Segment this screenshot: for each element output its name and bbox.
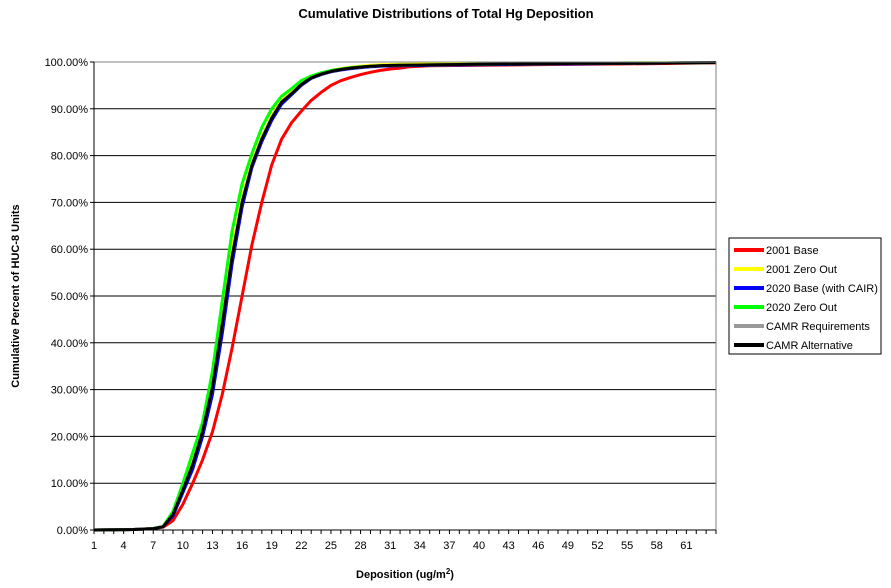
legend-label: 2001 Zero Out [766,264,837,276]
y-tick-label: 0.00% [57,525,88,537]
x-tick-label: 31 [384,540,396,552]
y-tick-label: 60.00% [51,244,89,256]
x-tick-label: 1 [91,540,97,552]
y-tick-label: 20.00% [51,431,89,443]
series-lines [93,61,717,532]
x-axis-title-end: ) [450,569,454,581]
x-tick-label: 19 [266,540,278,552]
y-tick-label: 10.00% [51,478,89,490]
x-tick-label: 43 [503,540,515,552]
x-tick-label: 4 [121,540,127,552]
legend-label: 2001 Base [766,245,819,257]
legend-label: 2020 Zero Out [766,302,837,314]
x-tick-label: 55 [621,540,633,552]
x-tick-label: 37 [443,540,455,552]
x-tick-label: 7 [150,540,156,552]
chart-title: Cumulative Distributions of Total Hg Dep… [298,6,593,21]
y-tick-label: 70.00% [51,197,89,209]
x-tick-label: 61 [680,540,692,552]
series-line-5 [93,61,717,532]
x-tick-label: 10 [177,540,189,552]
x-tick-label: 34 [414,540,426,552]
x-tick-label: 46 [532,540,544,552]
y-tick-label: 30.00% [51,385,89,397]
x-axis-title-sup: 2 [446,567,451,576]
x-tick-label: 28 [354,540,366,552]
legend-label: CAMR Alternative [766,340,853,352]
x-tick-label: 52 [591,540,603,552]
x-tick-label: 49 [562,540,574,552]
legend-label: CAMR Requirements [766,321,870,333]
x-tick-label: 22 [295,540,307,552]
y-tick-label: 100.00% [45,57,89,69]
x-tick-label: 13 [206,540,218,552]
x-tick-label: 25 [325,540,337,552]
legend-label: 2020 Base (with CAIR) [766,283,878,295]
y-tick-label: 80.00% [51,151,89,163]
y-axis-ticks: 0.00% 10.00% 20.00% 30.00% 40.00% 50.00% 60.00… [45,57,94,537]
x-tick-label: 16 [236,540,248,552]
x-axis-title-main: Deposition (ug/m [356,569,446,581]
legend: 2001 Base 2001 Zero Out 2020 Base (with CA… [734,245,878,352]
y-tick-label: 50.00% [51,291,89,303]
x-tick-label: 58 [651,540,663,552]
x-tick-label: 40 [473,540,485,552]
legend-box [728,237,882,355]
y-axis-title: Cumulative Percent of HUC-8 Units [10,204,22,387]
x-axis-ticks: 1 4 7 10 13 16 19 22 25 28 31 34 37 40 43 46 49 52 55 58 61 [91,530,717,552]
y-tick-label: 90.00% [51,104,89,116]
x-axis-title: Deposition (ug/m2) [356,567,454,582]
y-tick-label: 40.00% [51,338,89,350]
